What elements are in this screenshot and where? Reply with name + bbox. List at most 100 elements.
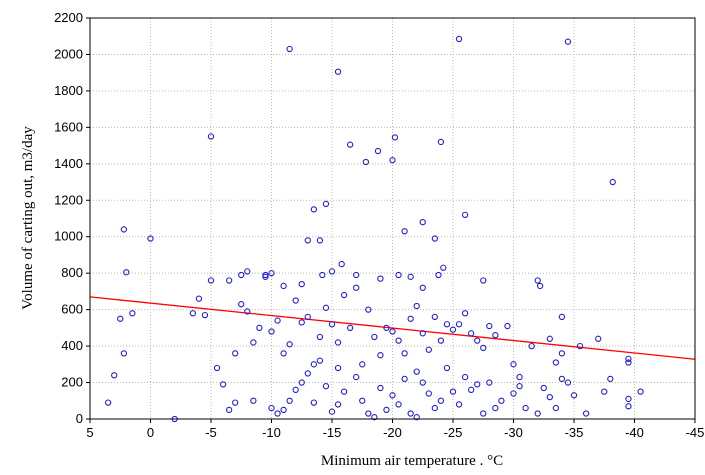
data-point: [111, 372, 118, 379]
data-point: [316, 333, 324, 341]
x-tick-label: -25: [444, 425, 463, 440]
data-point: [268, 328, 275, 335]
data-point: [461, 211, 469, 219]
data-point: [558, 375, 566, 383]
data-point: [280, 282, 287, 290]
data-point: [371, 333, 378, 341]
data-point: [440, 264, 447, 271]
x-tick-label: -45: [686, 425, 705, 440]
data-point: [395, 337, 402, 344]
x-tick-label: -35: [565, 425, 584, 440]
data-point: [510, 361, 517, 368]
data-point: [250, 339, 257, 346]
data-point: [353, 373, 360, 381]
data-point: [474, 381, 481, 388]
data-point: [419, 218, 426, 226]
data-point: [207, 277, 215, 284]
data-point: [419, 330, 426, 337]
data-point: [401, 228, 408, 235]
data-point: [377, 352, 384, 359]
data-point: [244, 268, 251, 275]
data-point: [449, 326, 457, 333]
y-tick-label: 800: [61, 265, 83, 280]
data-point: [213, 364, 221, 372]
data-point: [189, 310, 196, 317]
data-point: [401, 350, 408, 357]
data-point: [431, 404, 438, 412]
x-tick-label: -15: [323, 425, 342, 440]
data-point: [268, 404, 275, 412]
data-point: [522, 404, 529, 412]
data-point: [419, 379, 426, 386]
y-tick-label: 1200: [54, 192, 83, 207]
data-point: [298, 379, 305, 386]
data-point: [395, 271, 402, 279]
data-point: [280, 406, 287, 414]
data-point: [425, 346, 432, 353]
data-point: [401, 375, 408, 383]
data-point: [340, 291, 348, 299]
data-point: [262, 273, 269, 280]
data-point: [383, 324, 390, 332]
data-point: [304, 370, 311, 377]
data-point: [540, 384, 547, 392]
data-point: [413, 368, 420, 375]
data-point: [552, 404, 559, 412]
data-point: [346, 141, 354, 148]
x-tick-label: -30: [504, 425, 523, 440]
x-tick-label: -20: [383, 425, 402, 440]
data-point: [322, 383, 330, 390]
data-point: [310, 361, 317, 368]
data-point: [461, 310, 469, 317]
data-point: [120, 226, 128, 233]
data-point: [437, 337, 445, 344]
data-point: [443, 364, 451, 372]
data-point: [362, 158, 370, 166]
data-point: [443, 321, 451, 328]
data-point: [383, 406, 390, 414]
y-tick-label: 1000: [54, 229, 83, 244]
data-point: [480, 410, 487, 417]
data-point: [268, 270, 275, 277]
data-point: [334, 68, 342, 75]
data-point: [105, 399, 112, 406]
data-point: [310, 206, 317, 213]
data-point: [492, 404, 499, 412]
data-point: [292, 297, 299, 304]
data-point: [455, 401, 463, 408]
data-point: [558, 313, 566, 321]
data-point: [334, 339, 342, 346]
data-point: [250, 397, 257, 404]
data-point: [480, 344, 487, 352]
data-point: [328, 268, 336, 275]
data-point: [595, 335, 602, 342]
data-point: [195, 295, 203, 302]
data-point: [322, 304, 330, 311]
data-point: [123, 269, 130, 276]
x-tick-label: 5: [86, 425, 93, 440]
data-point: [232, 399, 239, 406]
y-tick-label: 1800: [54, 83, 83, 98]
data-point: [552, 359, 559, 366]
y-axis-ticks: 0 200 400 600 800 1000 1200 1400 1600 1800 2000 220…: [54, 10, 90, 426]
data-point: [486, 322, 493, 330]
data-point: [407, 273, 414, 280]
data-point: [340, 388, 348, 395]
data-point: [407, 410, 414, 417]
data-point: [238, 271, 245, 279]
data-point: [435, 271, 442, 279]
data-point: [601, 388, 608, 395]
data-point: [238, 301, 245, 308]
data-point: [334, 364, 342, 372]
data-point: [359, 361, 366, 368]
data-point: [338, 260, 345, 268]
data-point: [147, 235, 154, 242]
data-point: [516, 373, 523, 381]
data-point: [377, 384, 384, 392]
data-point: [582, 410, 590, 417]
data-point: [570, 392, 578, 399]
data-point: [207, 133, 215, 140]
data-point: [431, 235, 438, 242]
data-point: [359, 397, 366, 404]
